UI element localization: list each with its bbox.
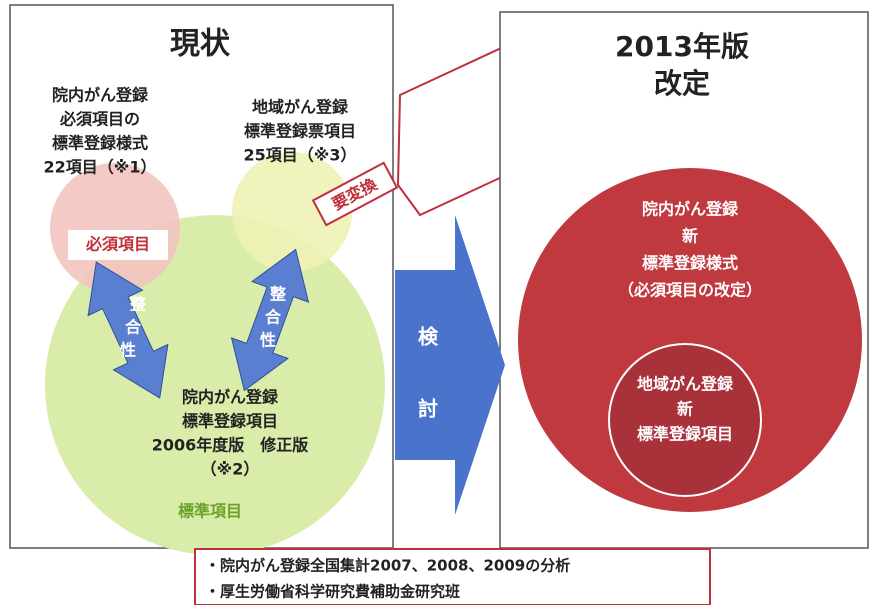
arrow-label: 性 <box>260 331 276 350</box>
arrow-label: 整 <box>269 285 286 304</box>
label: 標準登録様式 <box>52 134 148 153</box>
sources-box <box>194 548 711 605</box>
hospital-new-circle <box>518 168 862 512</box>
label: （※2） <box>201 460 260 479</box>
label: 地域がん登録 <box>252 98 349 117</box>
required-label: 必須項目 <box>85 235 150 254</box>
review-arrow <box>395 215 505 515</box>
review-label: 討 <box>418 397 438 421</box>
arrow-label: 合 <box>265 308 282 327</box>
label: 新 <box>677 400 693 419</box>
label: 院内がん登録 <box>182 388 279 407</box>
label: 標準登録項目 <box>637 425 733 444</box>
double-arrow <box>230 248 310 392</box>
label: 22項目（※1） <box>44 158 157 177</box>
title: 現状 <box>170 27 231 62</box>
title: 改定 <box>654 67 710 100</box>
regional-circle <box>232 152 352 272</box>
label: 院内がん登録 <box>642 200 739 219</box>
label: （必須項目の改定） <box>618 281 762 300</box>
label: 標準登録項目 <box>182 412 278 431</box>
review-label: 検 <box>418 325 439 349</box>
label: 新 <box>682 227 698 246</box>
arrow-label: 合 <box>125 318 142 337</box>
source: ・厚生労働省科学研究費補助金研究班 <box>205 583 460 601</box>
label: 地域がん登録 <box>637 375 734 394</box>
regional-new-circle <box>608 343 762 497</box>
source: ・院内がん登録全国集計2007、2008、2009の分析 <box>205 557 570 575</box>
label: 標準登録票項目 <box>244 122 356 141</box>
label: 25項目（※3） <box>244 146 357 165</box>
arrow-label: 整 <box>129 295 146 314</box>
label: 2006年度版 修正版 <box>152 436 309 455</box>
arrow-label: 性 <box>120 341 136 360</box>
double-arrow <box>87 261 169 399</box>
required-box <box>68 230 168 260</box>
standard-label: 標準項目 <box>178 502 242 521</box>
conversion-box <box>311 161 399 227</box>
title: 2013年版 <box>615 30 749 63</box>
label: 標準登録様式 <box>642 254 738 273</box>
required-circle <box>50 163 180 293</box>
label: 必須項目の <box>59 110 140 129</box>
label: 院内がん登録 <box>52 86 149 105</box>
